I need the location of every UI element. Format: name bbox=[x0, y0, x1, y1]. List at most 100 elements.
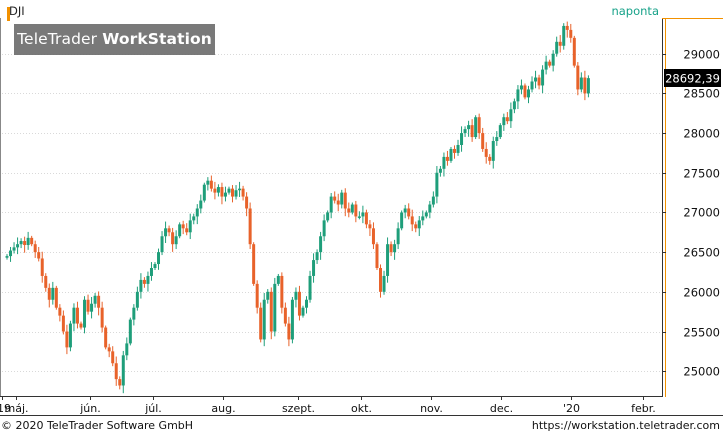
x-tick-label: okt. bbox=[351, 402, 372, 415]
y-tick-label: 29000 bbox=[683, 48, 720, 62]
candle bbox=[83, 296, 87, 334]
candle-body bbox=[445, 156, 449, 161]
candle bbox=[442, 152, 446, 177]
candle-body bbox=[350, 204, 354, 213]
y-tick-label: 26000 bbox=[683, 286, 720, 300]
candle bbox=[273, 277, 277, 337]
candle-body bbox=[97, 295, 101, 308]
candle bbox=[467, 120, 471, 137]
candle bbox=[509, 102, 513, 128]
candle bbox=[400, 210, 404, 231]
candle bbox=[255, 280, 259, 314]
candle-body bbox=[202, 184, 206, 201]
candle-body bbox=[343, 192, 347, 209]
y-tick-label: 27000 bbox=[683, 206, 720, 220]
y-axis-line bbox=[662, 18, 663, 397]
candle bbox=[178, 222, 182, 239]
candle bbox=[192, 213, 196, 225]
copyright-text: © 2020 TeleTrader Software GmbH bbox=[1, 419, 194, 432]
candle-body bbox=[431, 196, 435, 205]
candle-body bbox=[322, 220, 326, 237]
candle-body bbox=[209, 180, 213, 189]
candle-body bbox=[562, 25, 566, 46]
candle-body bbox=[516, 89, 520, 102]
candle-body bbox=[238, 188, 242, 191]
candle-body bbox=[488, 156, 492, 161]
candle-body bbox=[86, 299, 90, 312]
candle bbox=[107, 343, 111, 358]
candle-body bbox=[393, 244, 397, 253]
candle bbox=[481, 127, 485, 152]
candle bbox=[40, 251, 44, 283]
candle bbox=[104, 325, 108, 350]
candle-body bbox=[75, 307, 79, 324]
candle bbox=[519, 79, 523, 95]
candle-body bbox=[5, 256, 9, 258]
candle-body bbox=[100, 307, 104, 328]
candle-body bbox=[414, 224, 418, 229]
candle bbox=[329, 193, 333, 219]
candle bbox=[283, 302, 287, 327]
candle-body bbox=[213, 188, 217, 193]
candle-body bbox=[234, 190, 238, 197]
candle bbox=[125, 337, 129, 361]
candle bbox=[319, 231, 323, 260]
candle bbox=[5, 254, 9, 260]
candle bbox=[33, 240, 37, 258]
candle bbox=[505, 112, 509, 125]
candle bbox=[167, 225, 171, 237]
candle-body bbox=[565, 25, 569, 30]
candle-body bbox=[220, 187, 224, 197]
candle-body bbox=[417, 220, 421, 229]
candle-body bbox=[491, 141, 495, 161]
candle-body bbox=[40, 258, 44, 276]
candle bbox=[347, 202, 351, 218]
candle bbox=[449, 146, 453, 163]
candle bbox=[586, 75, 590, 98]
candle bbox=[75, 301, 79, 329]
candle bbox=[100, 301, 104, 333]
candle bbox=[495, 131, 499, 146]
candle-body bbox=[336, 200, 340, 205]
candle-body bbox=[26, 237, 30, 245]
candle bbox=[579, 72, 583, 93]
candle bbox=[470, 119, 474, 142]
candle-body bbox=[16, 244, 20, 248]
candle-body bbox=[61, 315, 65, 332]
candle-body bbox=[361, 212, 365, 217]
candle bbox=[209, 175, 213, 192]
candle bbox=[551, 50, 555, 72]
candle bbox=[93, 293, 97, 308]
candle bbox=[153, 262, 157, 270]
footer-url-link[interactable]: https://workstation.teletrader.com bbox=[531, 419, 720, 432]
candle-body bbox=[505, 117, 509, 122]
symbol-title: DJI bbox=[7, 4, 25, 21]
period-label[interactable]: naponta bbox=[611, 4, 659, 18]
candle bbox=[227, 186, 231, 195]
watermark-logo: TeleTrader WorkStation bbox=[14, 24, 215, 55]
candle-body bbox=[329, 196, 333, 213]
candle-body bbox=[530, 81, 534, 90]
candlestick-series bbox=[5, 21, 590, 394]
candle bbox=[111, 346, 115, 367]
candle-body bbox=[266, 291, 270, 300]
candle bbox=[199, 194, 203, 214]
candle-body bbox=[449, 148, 453, 161]
candle bbox=[407, 203, 411, 220]
candle-body bbox=[79, 323, 83, 328]
candle bbox=[558, 35, 562, 53]
candle bbox=[114, 356, 118, 386]
candle-body bbox=[438, 168, 442, 173]
candle bbox=[340, 189, 344, 209]
candle-body bbox=[174, 236, 178, 245]
candle-body bbox=[58, 307, 62, 316]
y-tick-label: 28000 bbox=[683, 127, 720, 141]
candle bbox=[417, 216, 421, 237]
candle-body bbox=[157, 252, 161, 265]
candle-body bbox=[569, 29, 573, 38]
candle-body bbox=[519, 85, 523, 90]
candle-body bbox=[255, 283, 259, 308]
candle bbox=[371, 222, 375, 250]
candle bbox=[474, 115, 478, 140]
